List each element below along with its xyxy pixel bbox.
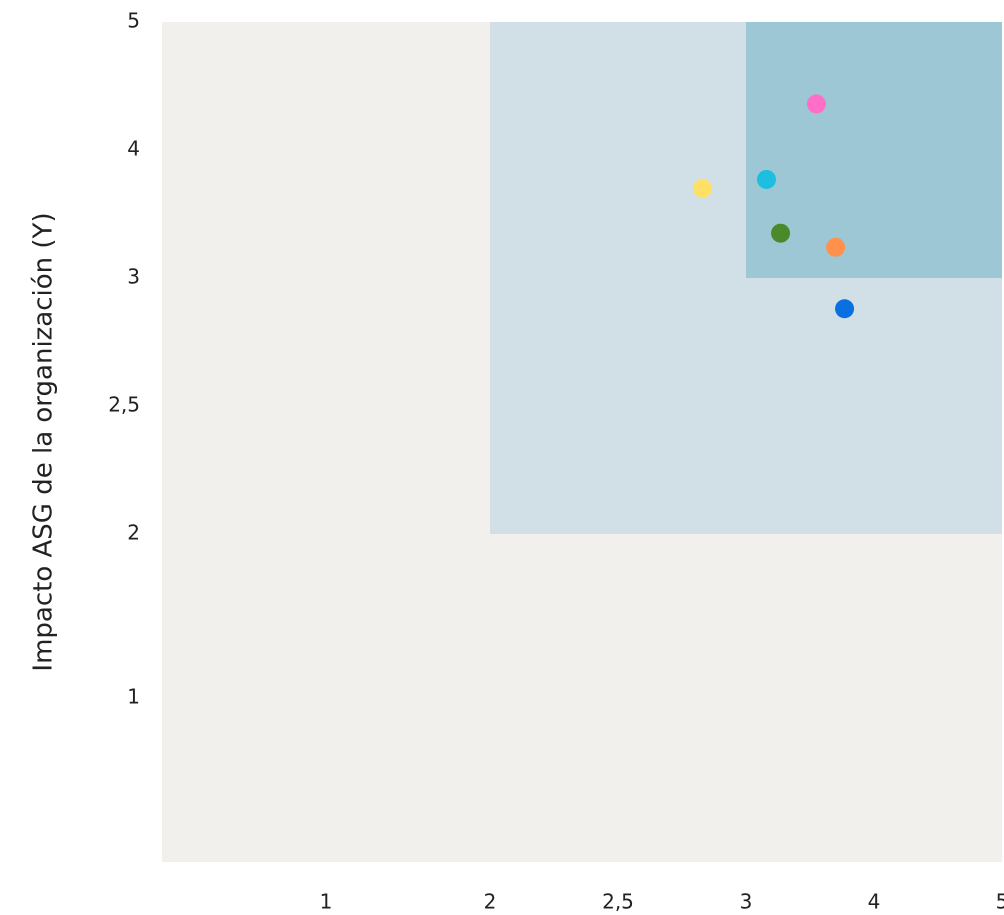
y-tick-label: 4: [127, 137, 140, 161]
x-tick-label: 4: [868, 890, 881, 914]
y-tick-label: 3: [127, 265, 140, 289]
point: [806, 94, 826, 114]
point: [692, 178, 712, 198]
y-tick-label: 1: [127, 685, 140, 709]
x-tick-label: 5: [996, 890, 1004, 914]
x-tick-label: 1: [320, 890, 333, 914]
y-tick-label: 2: [127, 521, 140, 545]
point: [756, 169, 776, 189]
y-axis-label: Impacto ASG de la organización (Y): [29, 212, 59, 671]
x-tick-label: 3: [740, 890, 753, 914]
x-tick-label: 2,5: [602, 890, 634, 914]
y-tick-label: 5: [127, 9, 140, 33]
x-tick-label: 2: [484, 890, 497, 914]
point: [771, 223, 791, 243]
y-tick-label: 2,5: [108, 393, 140, 417]
point: [826, 237, 846, 257]
point: [835, 299, 855, 319]
